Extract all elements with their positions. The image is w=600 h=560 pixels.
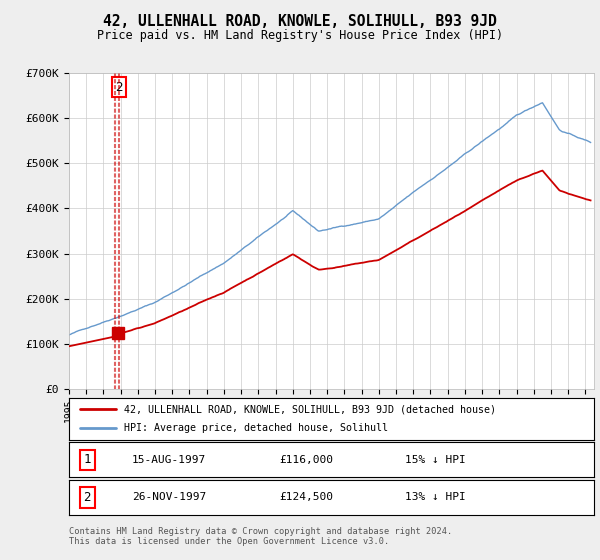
Text: 15% ↓ HPI: 15% ↓ HPI — [405, 455, 466, 465]
Text: 15-AUG-1997: 15-AUG-1997 — [132, 455, 206, 465]
Text: 2: 2 — [115, 81, 122, 94]
Text: 26-NOV-1997: 26-NOV-1997 — [132, 492, 206, 502]
Text: HPI: Average price, detached house, Solihull: HPI: Average price, detached house, Soli… — [124, 423, 388, 433]
Text: 1: 1 — [83, 453, 91, 466]
Text: £116,000: £116,000 — [279, 455, 333, 465]
Text: 2: 2 — [83, 491, 91, 504]
Text: 42, ULLENHALL ROAD, KNOWLE, SOLIHULL, B93 9JD: 42, ULLENHALL ROAD, KNOWLE, SOLIHULL, B9… — [103, 14, 497, 29]
Text: 13% ↓ HPI: 13% ↓ HPI — [405, 492, 466, 502]
Text: £124,500: £124,500 — [279, 492, 333, 502]
Text: 42, ULLENHALL ROAD, KNOWLE, SOLIHULL, B93 9JD (detached house): 42, ULLENHALL ROAD, KNOWLE, SOLIHULL, B9… — [124, 404, 496, 414]
Text: Contains HM Land Registry data © Crown copyright and database right 2024.
This d: Contains HM Land Registry data © Crown c… — [69, 526, 452, 546]
Text: Price paid vs. HM Land Registry's House Price Index (HPI): Price paid vs. HM Land Registry's House … — [97, 29, 503, 43]
